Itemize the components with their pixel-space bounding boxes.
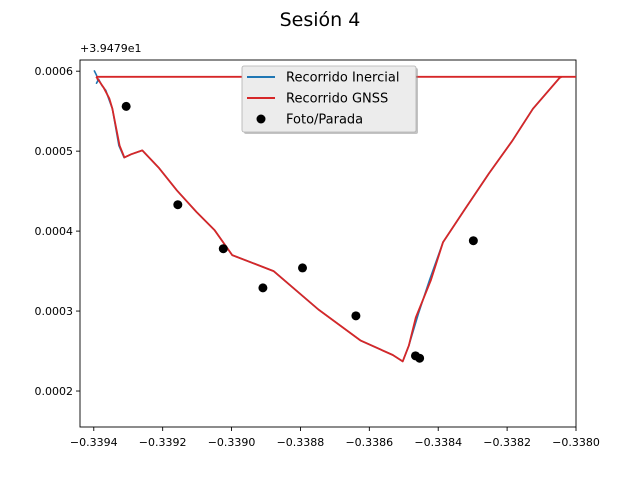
- foto-parada-point: [351, 311, 361, 321]
- x-tick-label: −0.3394: [70, 436, 118, 449]
- foto-parada-point: [468, 236, 478, 246]
- foto-parada-point: [415, 353, 425, 363]
- y-tick-label: 0.0002: [35, 385, 74, 398]
- x-tick-label: −0.3390: [208, 436, 256, 449]
- y-offset-label: +3.9479e1: [80, 42, 141, 55]
- legend-box: [241, 65, 417, 133]
- x-tick-label: −0.3386: [345, 436, 393, 449]
- foto-parada-point: [218, 244, 228, 254]
- foto-parada-point: [298, 263, 308, 273]
- x-tick-label: −0.3392: [139, 436, 187, 449]
- legend-entry-label: Foto/Parada: [286, 113, 363, 128]
- y-tick-label: 0.0004: [35, 225, 74, 238]
- y-tick-label: 0.0005: [35, 145, 74, 158]
- y-tick-label: 0.0006: [35, 65, 74, 78]
- axes: −0.3394 −0.3392 −0.3390 −0.3388 −0.3386 −0.33…: [35, 59, 600, 449]
- legend-swatch-marker: [256, 114, 266, 124]
- plot-frame: [79, 59, 577, 428]
- x-tick-label: −0.3380: [552, 436, 600, 449]
- legend: Recorrido Inercial Recorrido GNSS Foto/Par…: [241, 65, 418, 134]
- chart-title: Sesión 4: [280, 9, 361, 31]
- foto-parada-point: [258, 283, 268, 293]
- foto-parada-point: [173, 200, 183, 210]
- x-tick-label: −0.3388: [277, 436, 325, 449]
- legend-entry-label: Recorrido GNSS: [286, 92, 388, 107]
- legend-entry-label: Recorrido Inercial: [286, 71, 399, 86]
- x-tick-label: −0.3384: [414, 436, 462, 449]
- y-tick-label: 0.0003: [35, 305, 74, 318]
- x-tick-label: −0.3382: [483, 436, 531, 449]
- foto-parada-point: [121, 101, 131, 111]
